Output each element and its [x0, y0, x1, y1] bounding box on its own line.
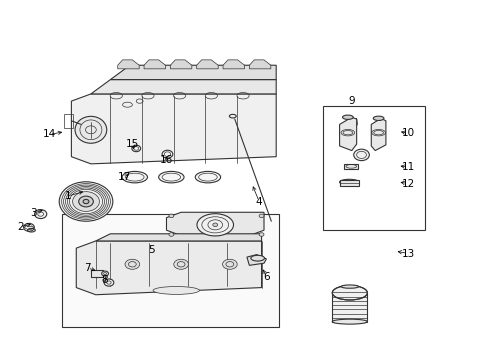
Ellipse shape [168, 214, 173, 218]
Ellipse shape [372, 116, 383, 121]
Polygon shape [196, 60, 218, 69]
Ellipse shape [212, 223, 217, 226]
Ellipse shape [104, 279, 114, 286]
Ellipse shape [259, 233, 264, 236]
Ellipse shape [158, 171, 183, 183]
Text: 5: 5 [148, 245, 155, 255]
Ellipse shape [250, 255, 264, 261]
Text: 7: 7 [84, 263, 91, 273]
Polygon shape [76, 241, 261, 295]
Ellipse shape [102, 271, 108, 276]
Polygon shape [91, 80, 276, 94]
Polygon shape [249, 60, 270, 69]
Text: 6: 6 [263, 272, 269, 282]
Ellipse shape [162, 150, 172, 158]
Polygon shape [223, 60, 244, 69]
Ellipse shape [132, 145, 141, 152]
Ellipse shape [35, 210, 47, 219]
Bar [339, 180, 358, 186]
Text: 1: 1 [64, 191, 71, 201]
Polygon shape [170, 60, 191, 69]
Text: 11: 11 [401, 162, 414, 172]
Ellipse shape [331, 285, 366, 300]
Text: 8: 8 [101, 275, 108, 285]
Ellipse shape [173, 259, 188, 269]
Ellipse shape [59, 182, 113, 221]
Ellipse shape [340, 285, 358, 288]
Text: 13: 13 [401, 248, 414, 258]
Text: 2: 2 [17, 222, 23, 231]
Polygon shape [96, 234, 261, 241]
Ellipse shape [342, 115, 352, 120]
Polygon shape [144, 60, 165, 69]
Text: 15: 15 [125, 139, 139, 149]
Ellipse shape [73, 192, 99, 211]
Text: 4: 4 [255, 197, 262, 207]
Text: 9: 9 [348, 96, 354, 106]
Ellipse shape [222, 259, 237, 269]
Text: 16: 16 [160, 155, 173, 165]
Ellipse shape [83, 199, 89, 204]
Ellipse shape [79, 196, 93, 207]
Bar [331, 293, 366, 321]
Ellipse shape [259, 214, 264, 218]
Ellipse shape [153, 287, 199, 294]
Ellipse shape [339, 179, 358, 185]
Polygon shape [370, 118, 385, 150]
Ellipse shape [75, 116, 106, 143]
Ellipse shape [168, 233, 173, 236]
Ellipse shape [122, 171, 147, 183]
Ellipse shape [125, 259, 140, 269]
Text: 10: 10 [401, 129, 414, 138]
Ellipse shape [197, 214, 233, 236]
Polygon shape [166, 212, 264, 235]
Polygon shape [110, 65, 276, 80]
Text: 14: 14 [43, 130, 56, 139]
Bar [64, 114, 73, 128]
Ellipse shape [195, 171, 220, 183]
Bar [344, 163, 357, 169]
Text: 12: 12 [401, 179, 414, 189]
Ellipse shape [353, 149, 368, 161]
Text: 3: 3 [30, 208, 37, 218]
Ellipse shape [331, 319, 366, 324]
Bar [91, 270, 103, 277]
Polygon shape [118, 60, 139, 69]
Ellipse shape [23, 224, 34, 231]
Bar [322, 107, 424, 230]
Polygon shape [339, 117, 356, 150]
Text: 17: 17 [118, 172, 131, 182]
Polygon shape [71, 94, 276, 164]
Bar [61, 214, 278, 327]
Polygon shape [246, 255, 266, 265]
